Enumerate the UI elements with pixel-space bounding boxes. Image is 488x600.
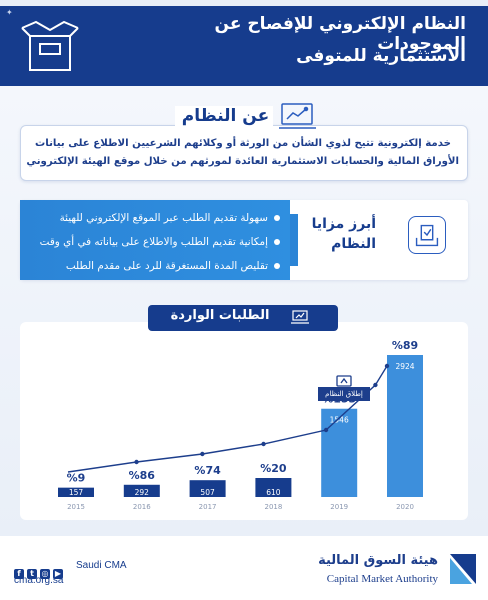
chart-bar xyxy=(189,480,226,497)
about-heading-backdrop xyxy=(175,106,273,134)
bullet-icon xyxy=(274,263,280,269)
growth-label: %86 xyxy=(129,469,156,482)
bar-value-label: 507 xyxy=(200,488,215,497)
x-tick-label: 2019 xyxy=(330,503,348,511)
growth-label: %74 xyxy=(194,464,221,477)
facebook-icon[interactable]: f xyxy=(14,569,24,579)
bar-value-label: 157 xyxy=(69,488,84,497)
growth-label: %89 xyxy=(392,339,418,352)
chart-title: الطلبات الواردة xyxy=(170,308,270,323)
x-tick-label: 2018 xyxy=(264,503,282,511)
header-banner: ✦ النظام الإلكتروني للإفصاح عن الموجودات… xyxy=(0,6,488,86)
about-heading: عن النظام xyxy=(181,106,270,126)
feature-item: سهولة تقديم الطلب عبر الموقع الإلكتروني … xyxy=(28,212,280,224)
about-card: خدمة إلكترونية تتيح لذوي الشأن من الورثة… xyxy=(20,125,468,181)
bar-value-label: 292 xyxy=(135,488,150,497)
bullet-icon xyxy=(274,239,280,245)
launch-annotation: إطلاق النظام xyxy=(318,387,370,401)
bar-value-label: 2924 xyxy=(395,362,414,371)
x-tick-label: 2017 xyxy=(199,503,217,511)
trend-point xyxy=(200,451,205,457)
trend-point xyxy=(384,363,390,369)
x-tick-label: 2020 xyxy=(396,503,414,511)
chart-bar xyxy=(123,484,160,497)
org-name-ar: هيئة السوق المالية xyxy=(318,553,438,568)
laptop-chart-icon xyxy=(291,310,309,324)
cma-logo-icon xyxy=(450,554,476,584)
twitter-icon[interactable]: t xyxy=(27,569,37,579)
features-heading-line1: أبرز مزايا xyxy=(311,216,376,232)
bar-value-label: 1546 xyxy=(330,416,349,425)
chart-bar xyxy=(255,478,292,497)
checklist-tray-icon xyxy=(408,216,446,254)
youtube-icon[interactable]: ▶ xyxy=(53,569,63,579)
chart-bar xyxy=(387,355,423,497)
footer xyxy=(0,536,488,600)
open-box-icon xyxy=(21,20,79,71)
growth-label: %20 xyxy=(260,462,287,475)
trend-point xyxy=(261,441,266,447)
instagram-icon[interactable]: ◎ xyxy=(40,569,50,579)
chart-title-pill xyxy=(148,305,338,331)
saudi-emblem-icon: ✦ xyxy=(6,8,13,17)
page-title-line1: النظام الإلكتروني للإفصاح عن الموجودات xyxy=(214,14,466,54)
social-handle: Saudi CMA xyxy=(76,560,127,571)
feature-item: تقليص المدة المستغرقة للرد على مقدم الطل… xyxy=(28,260,280,272)
chart-bar xyxy=(58,487,94,497)
monitor-chart-icon xyxy=(279,103,316,129)
bullet-icon xyxy=(274,215,280,221)
features-heading-line2: النظام xyxy=(331,236,376,252)
social-links: f t ◎ ▶ xyxy=(14,561,66,579)
bar-value-label: 610 xyxy=(266,488,281,497)
about-text-line1: خدمة إلكترونية تتيح لذوي الشأن من الورثة… xyxy=(35,138,451,149)
feature-item: إمكانية تقديم الطلب والاطلاع على بياناته… xyxy=(28,236,280,248)
x-tick-label: 2016 xyxy=(133,503,151,511)
trend-point xyxy=(323,427,329,433)
features-tab-connector xyxy=(290,214,298,266)
trend-point xyxy=(134,459,139,465)
page-title-line2: الاستثمارية للمتوفى xyxy=(296,46,466,66)
launch-badge-icon xyxy=(336,375,352,387)
features-list-box xyxy=(20,200,290,280)
about-text-line2: الأوراق المالية والحسابات الاستثمارية ال… xyxy=(26,156,459,167)
chart-bar xyxy=(321,408,358,497)
org-name-en: Capital Market Authority xyxy=(326,573,438,585)
trend-point xyxy=(373,382,378,388)
growth-label: %9 xyxy=(67,472,86,485)
features-heading: أبرز مزايا النظام xyxy=(296,212,376,262)
x-tick-label: 2015 xyxy=(67,503,85,511)
top-strip xyxy=(0,0,488,6)
website-link[interactable]: cma.org.sa xyxy=(14,575,64,586)
